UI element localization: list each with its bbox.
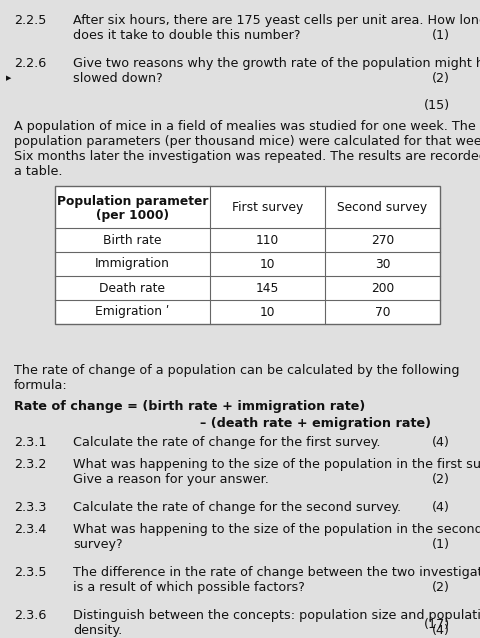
Text: (2): (2) [431,72,449,85]
Text: 2.3.6: 2.3.6 [14,609,46,622]
Text: 30: 30 [374,258,389,271]
Text: (1): (1) [431,538,449,551]
Text: (4): (4) [431,501,449,514]
Text: Death rate: Death rate [99,281,165,295]
Text: Second survey: Second survey [337,200,427,214]
Text: Give two reasons why the growth rate of the population might have: Give two reasons why the growth rate of … [73,57,480,70]
Text: What was happening to the size of the population in the first survey?: What was happening to the size of the po… [73,458,480,471]
Text: Rate of change = (birth rate + immigration rate): Rate of change = (birth rate + immigrati… [14,400,364,413]
Text: (1): (1) [431,29,449,42]
Text: (2): (2) [431,581,449,594]
Text: 2.3.2: 2.3.2 [14,458,46,471]
Text: A population of mice in a field of mealies was studied for one week. The: A population of mice in a field of meali… [14,120,475,133]
Text: slowed down?: slowed down? [73,72,162,85]
Bar [55,186,439,324]
Text: (per 1000): (per 1000) [96,209,168,221]
Text: a table.: a table. [14,165,62,178]
Text: Birth rate: Birth rate [103,234,161,246]
Text: Distinguish between the concepts: population size and population: Distinguish between the concepts: popula… [73,609,480,622]
Text: density.: density. [73,624,122,637]
Text: ▶: ▶ [6,75,12,81]
Text: 2.3.1: 2.3.1 [14,436,47,449]
Text: Give a reason for your answer.: Give a reason for your answer. [73,473,268,486]
Text: 270: 270 [370,234,393,246]
Text: The rate of change of a population can be calculated by the following: The rate of change of a population can b… [14,364,458,377]
Text: 200: 200 [370,281,393,295]
Text: 2.2.6: 2.2.6 [14,57,46,70]
Text: Six months later the investigation was repeated. The results are recorded in: Six months later the investigation was r… [14,150,480,163]
Text: First survey: First survey [231,200,302,214]
Text: 70: 70 [374,306,389,318]
Text: What was happening to the size of the population in the second: What was happening to the size of the po… [73,523,480,536]
Text: After six hours, there are 175 yeast cells per unit area. How long: After six hours, there are 175 yeast cel… [73,14,480,27]
Text: (4): (4) [431,436,449,449]
Text: 2.3.4: 2.3.4 [14,523,46,536]
Text: does it take to double this number?: does it take to double this number? [73,29,300,42]
Text: (2): (2) [431,473,449,486]
Text: (17): (17) [423,618,449,631]
Text: formula:: formula: [14,379,68,392]
Text: 2.3.5: 2.3.5 [14,566,47,579]
Text: is a result of which possible factors?: is a result of which possible factors? [73,581,304,594]
Text: population parameters (per thousand mice) were calculated for that week.: population parameters (per thousand mice… [14,135,480,148]
Text: 10: 10 [259,306,275,318]
Text: 2.2.5: 2.2.5 [14,14,46,27]
Text: (15): (15) [423,99,449,112]
Text: Emigration ʹ: Emigration ʹ [95,306,169,318]
Text: Population parameter: Population parameter [57,195,208,209]
Text: survey?: survey? [73,538,122,551]
Text: 145: 145 [255,281,278,295]
Text: 10: 10 [259,258,275,271]
Text: Calculate the rate of change for the second survey.: Calculate the rate of change for the sec… [73,501,400,514]
Text: (4): (4) [431,624,449,637]
Text: – (death rate + emigration rate): – (death rate + emigration rate) [200,417,430,430]
Text: 2.3.3: 2.3.3 [14,501,47,514]
Text: Immigration: Immigration [95,258,169,271]
Text: The difference in the rate of change between the two investigations: The difference in the rate of change bet… [73,566,480,579]
Text: 110: 110 [255,234,278,246]
Text: Calculate the rate of change for the first survey.: Calculate the rate of change for the fir… [73,436,380,449]
